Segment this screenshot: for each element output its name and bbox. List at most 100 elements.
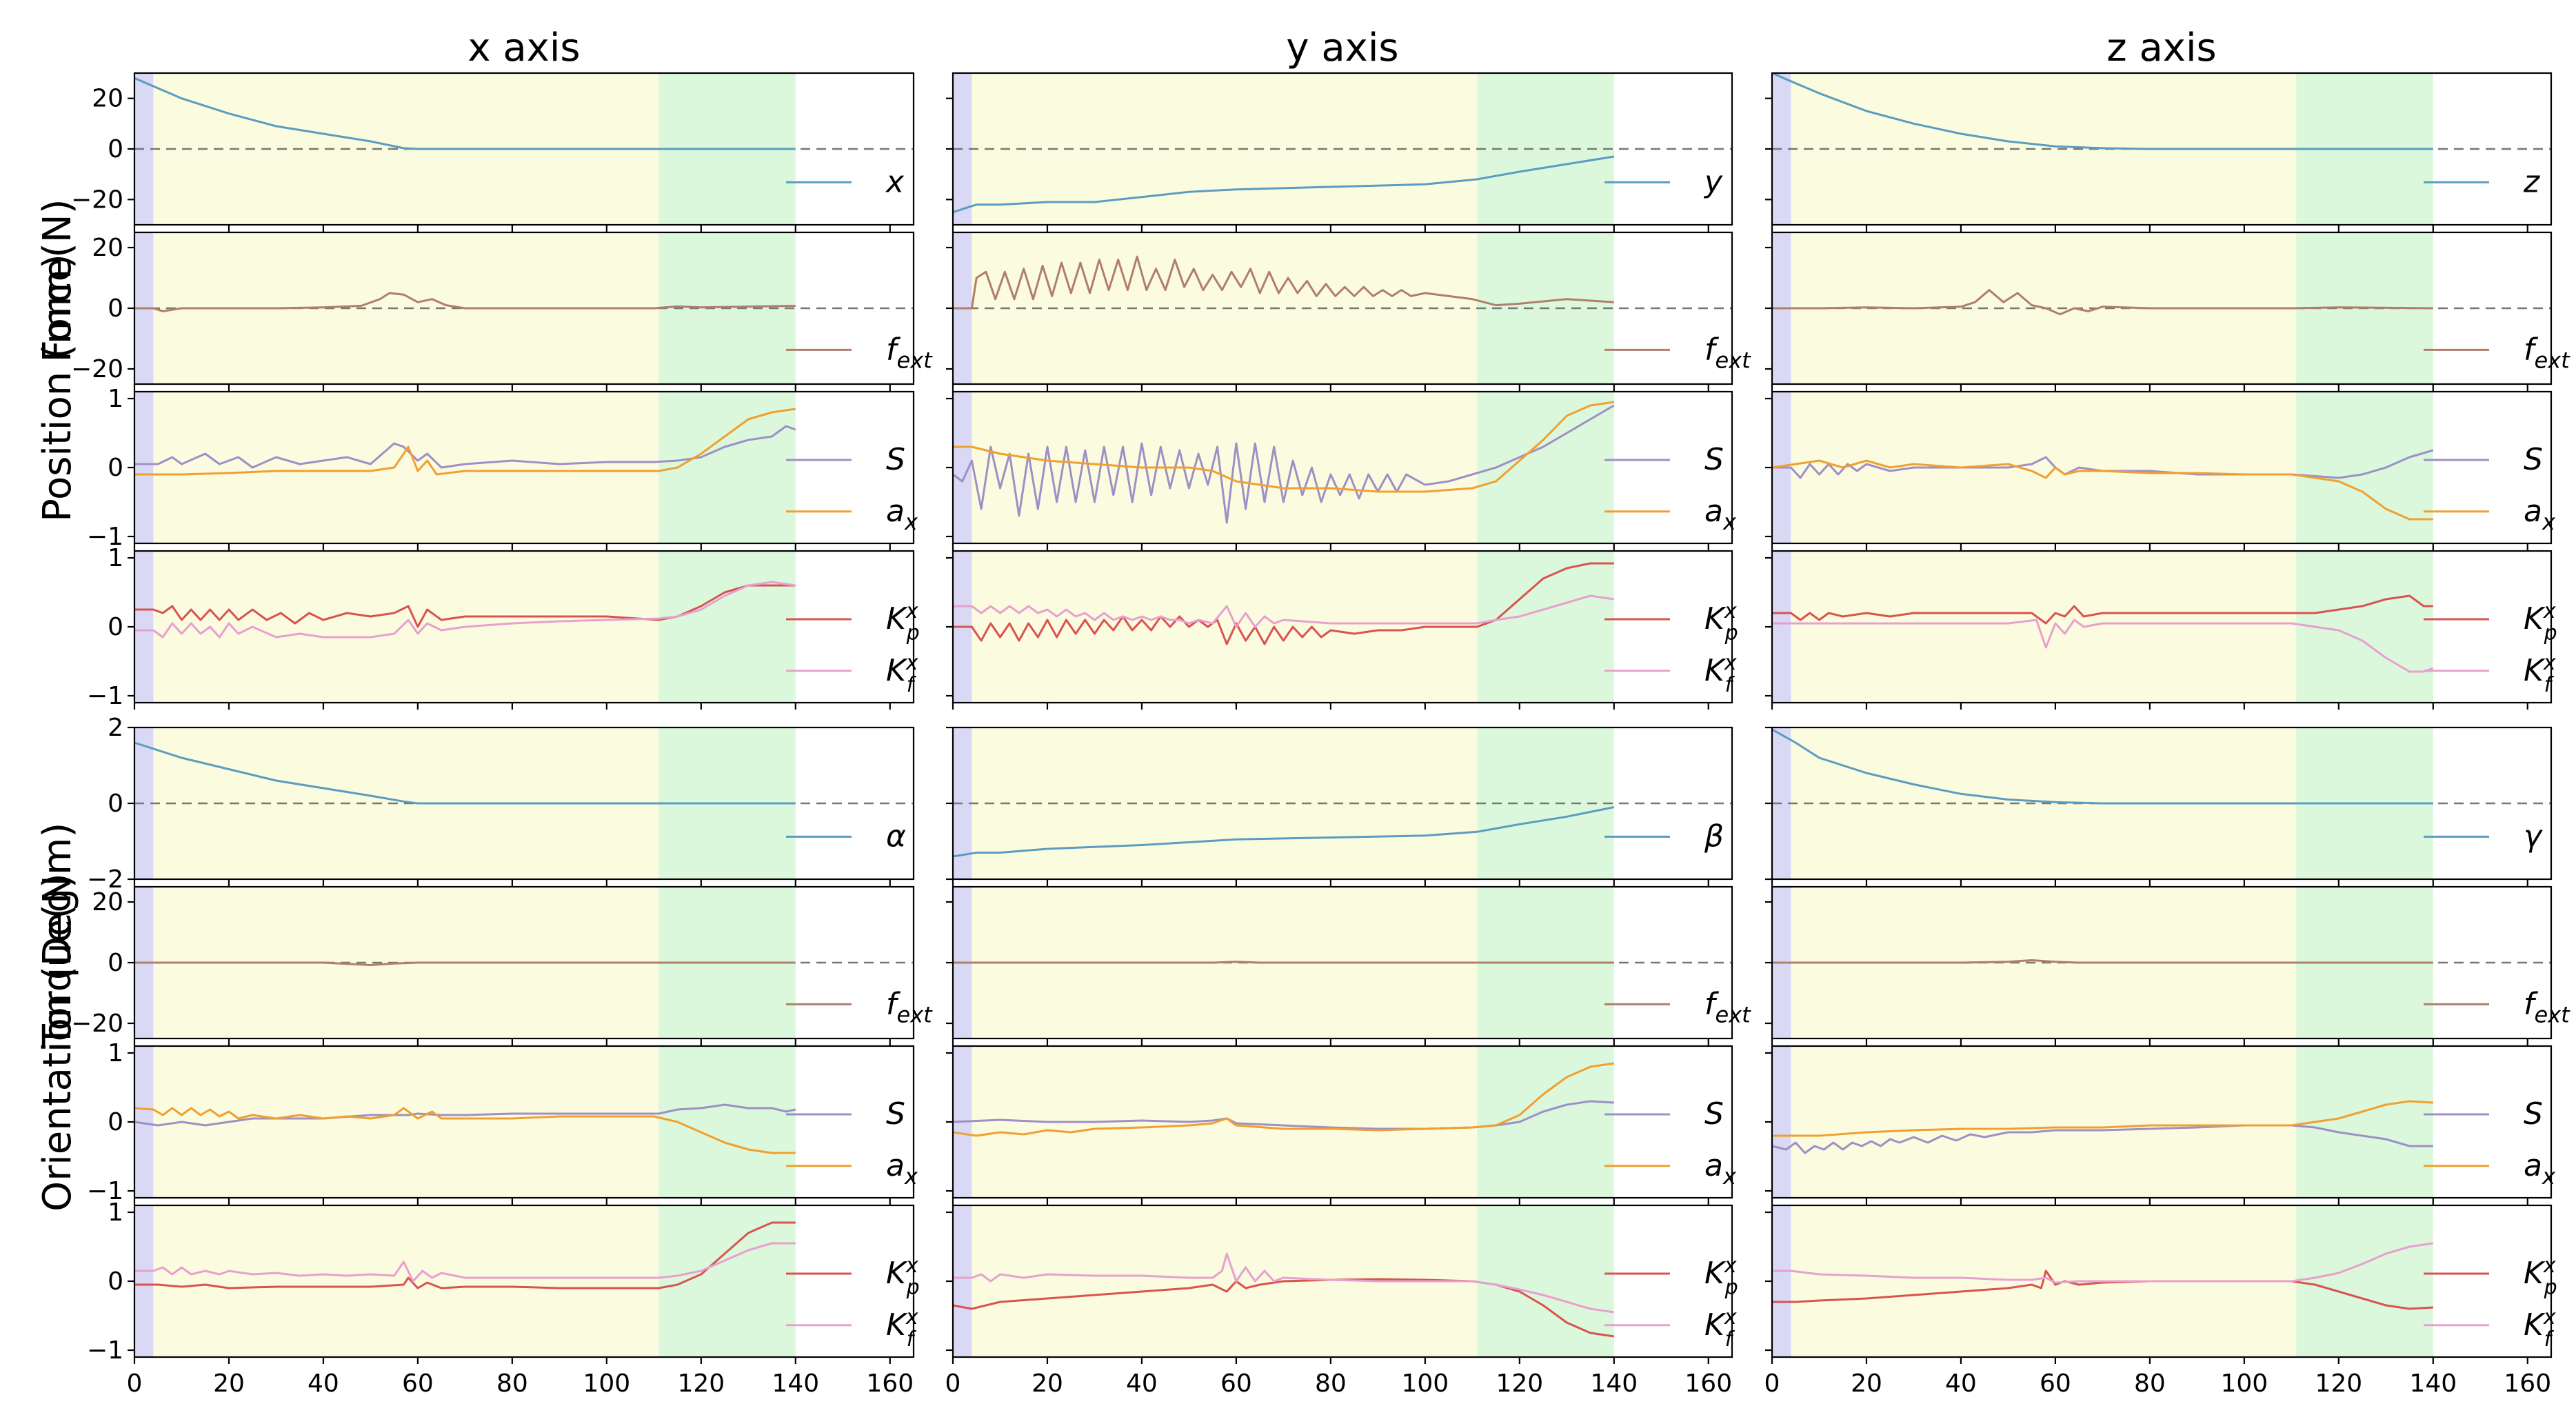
series-line [134,1242,796,1283]
x-tick-label: 80 [2134,1369,2166,1398]
subplot-panel: 20 0 −20 [71,885,915,1045]
subplot-panel: 10−10 20 40 60 80 100 120 140 160 [87,1198,915,1398]
legend-label: fext [2524,332,2570,373]
series-line [134,961,796,966]
series-line [952,1278,1615,1338]
row-group-label: Position (mm) [35,254,80,522]
legend-label: y [1703,164,1723,199]
x-tick-label: 160 [2504,1369,2551,1398]
series-line [952,806,1615,858]
y-tick-label: 1 [108,1198,123,1227]
row-group-label: Orientation (Deg) [35,873,80,1212]
phase-band [153,392,659,543]
x-tick-label: 80 [1315,1369,1347,1398]
legend-label: z [2523,164,2540,199]
y-tick-label: 0 [108,294,123,323]
phase-band [134,392,154,543]
subplot-panel [1765,885,2553,1045]
subplot-panel: 2 0 −2 [87,714,915,894]
legend-label: β [1704,819,1724,854]
series-line [1772,1270,2433,1310]
y-tick-label: −20 [71,355,123,383]
x-tick-label: 100 [1401,1369,1449,1398]
legend-label: Kx f [886,651,918,697]
y-tick-label: −1 [87,523,123,551]
series-line [953,255,1614,310]
phase-band [1791,551,2297,703]
y-tick-label: −1 [87,682,123,710]
series-line [952,404,1615,524]
y-tick-label: 0 [108,1267,123,1296]
phase-band [2296,392,2433,543]
series-line [1771,72,2433,150]
legend-label: Kx f [2524,1305,2556,1352]
legend-label: Kx p [886,1254,920,1300]
subplot-panel [946,885,1733,1045]
subplot-panel [946,726,1733,886]
legend-label: fext [1704,986,1751,1027]
subplot-panel: 0 20 40 60 80 100 120 140 160 [945,1204,1733,1398]
y-tick-label: 0 [108,135,123,163]
x-tick-label: 140 [1590,1369,1638,1398]
row-label: Force(N) [35,199,80,362]
y-tick-label: 20 [92,85,123,113]
y-tick-label: 1 [108,544,123,572]
legend-label: Kx f [2524,651,2556,697]
series-line [953,1252,1615,1314]
legend-label: S [1704,1096,1724,1132]
phase-band [1772,1205,1791,1357]
legend-label: fext [886,332,933,373]
row-label: Torque(Nm) [35,823,80,1049]
x-tick-label: 120 [677,1369,725,1398]
x-tick-label: 140 [772,1369,819,1398]
subplot-panel [1765,726,2553,886]
series-line [1772,1100,2433,1137]
series-line [953,562,1614,645]
series-line [952,1062,1615,1137]
series-line [1771,728,2433,805]
x-tick-label: 100 [2220,1369,2268,1398]
subplot-panel: 1 0 −1 [87,385,915,551]
legend-label: Kx p [1704,1254,1738,1300]
subplot-panel [1765,231,2553,391]
x-tick-label: 120 [1496,1369,1543,1398]
x-tick-label: 0 [1764,1369,1780,1398]
x-tick-label: 80 [496,1369,528,1398]
subplot-panel [1765,72,2553,232]
series-line [134,741,796,805]
legend-label: fext [1704,332,1751,373]
subplot-panel: 1 0 −1 [87,1039,915,1205]
x-tick-label: 40 [1945,1369,1977,1398]
x-tick-label: 160 [1684,1369,1732,1398]
x-tick-label: 40 [308,1369,339,1398]
legend-label: S [2524,442,2543,477]
y-tick-label: 0 [108,454,123,482]
series-line [134,292,796,312]
legend-label: S [2524,1096,2543,1132]
series-line [952,1100,1614,1130]
phase-band [1477,1046,1614,1198]
y-tick-label: −1 [87,1336,123,1365]
legend-label: Kx f [1704,651,1737,697]
subplot-panel [1765,1045,2553,1205]
legend-label: ax [886,494,918,535]
legend-label: S [886,1096,905,1132]
legend-label: fext [886,986,933,1027]
phase-band [1791,392,2297,543]
legend-label: ax [1704,1148,1737,1190]
x-tick-label: 20 [1851,1369,1882,1398]
series-line [1772,289,2433,316]
phase-band [1791,1046,2297,1198]
phase-band [2296,1205,2433,1357]
subplot-panel [946,231,1733,391]
legend-label: Kx p [2524,1254,2557,1300]
x-tick-label: 100 [583,1369,630,1398]
y-tick-label: 20 [92,888,123,916]
legend-label: Kx p [1704,599,1738,645]
series-line [1772,619,2434,673]
x-tick-label: 60 [402,1369,434,1398]
legend-label: fext [2524,986,2570,1027]
x-tick-label: 60 [2040,1369,2071,1398]
y-tick-label: −2 [87,865,123,894]
series-line [952,155,1615,214]
